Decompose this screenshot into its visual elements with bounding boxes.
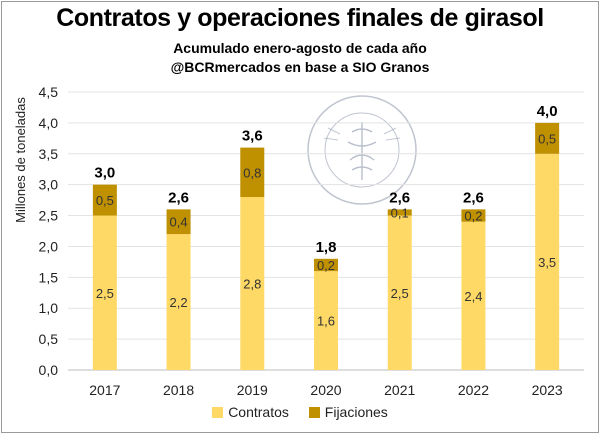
data-label-fijaciones-2021: 0,1 <box>391 205 409 220</box>
data-label-fijaciones-2018: 0,4 <box>170 215 188 230</box>
total-label-2020: 1,8 <box>316 239 337 256</box>
data-label-fijaciones-2022: 0,2 <box>464 209 482 224</box>
bar-fijaciones-2022 <box>461 209 486 222</box>
bar-contratos-2018 <box>166 234 191 370</box>
x-tick-label: 2023 <box>532 382 563 398</box>
bar-fijaciones-2018 <box>166 209 191 235</box>
total-label-2022: 2,6 <box>463 189 484 206</box>
y-tick-label: 1,5 <box>39 269 59 285</box>
y-tick-label: 4,0 <box>39 115 59 131</box>
y-tick-label: 1,0 <box>39 300 59 316</box>
legend: Contratos Fijaciones <box>0 404 600 420</box>
x-tick-label: 2021 <box>384 382 415 398</box>
total-label-2017: 3,0 <box>94 165 115 182</box>
y-tick-label: 4,5 <box>39 84 59 100</box>
bar-fijaciones-2020 <box>314 258 338 272</box>
total-label-2019: 3,6 <box>242 128 263 145</box>
chart-source: @BCRmercados en base a SIO Granos <box>170 59 430 75</box>
bar-contratos-2017 <box>92 215 117 370</box>
y-tick-label: 0,5 <box>39 331 59 347</box>
bar-contratos-2021 <box>387 215 412 370</box>
bar-contratos-2022 <box>461 221 486 370</box>
y-axis-label: Millones de toneladas <box>13 97 28 223</box>
x-tick-label: 2018 <box>163 382 194 398</box>
bar-fijaciones-2021 <box>387 209 412 216</box>
bar-fijaciones-2019 <box>240 147 265 198</box>
data-label-fijaciones-2017: 0,5 <box>96 193 114 208</box>
y-tick-label: 3,5 <box>39 146 59 162</box>
legend-swatch-contratos <box>212 407 224 418</box>
data-label-contratos-2021: 2,5 <box>391 286 409 301</box>
y-tick-label: 0,0 <box>39 362 59 378</box>
x-tick-label: 2020 <box>310 382 341 398</box>
data-label-fijaciones-2019: 0,8 <box>243 165 261 180</box>
data-label-fijaciones-2020: 0,2 <box>317 258 335 273</box>
data-label-contratos-2020: 1,6 <box>317 314 335 329</box>
data-label-contratos-2022: 2,4 <box>464 289 482 304</box>
chart-title: Contratos y operaciones finales de giras… <box>56 4 544 32</box>
y-tick-label: 2,5 <box>39 208 59 224</box>
data-label-contratos-2018: 2,2 <box>170 295 188 310</box>
bcr-seal-watermark <box>307 95 417 205</box>
bar-contratos-2023 <box>535 153 560 370</box>
data-label-contratos-2019: 2,8 <box>243 277 261 292</box>
chart-subtitle: Acumulado enero-agosto de cada año <box>173 40 427 56</box>
data-label-fijaciones-2023: 0,5 <box>538 131 556 146</box>
y-axis: 0,0 0,5 1,0 1,5 2,0 2,5 3,0 3,5 4,0 4,5 <box>39 84 59 378</box>
legend-label-fijaciones: Fijaciones <box>324 404 388 420</box>
x-tick-label: 2019 <box>237 382 268 398</box>
x-tick-label: 2017 <box>89 382 120 398</box>
y-tick-label: 3,0 <box>39 177 59 193</box>
bar-fijaciones-2017 <box>92 184 117 216</box>
total-label-2021: 2,6 <box>389 189 410 206</box>
bar-contratos-2020 <box>314 271 338 370</box>
y-tick-label: 2,0 <box>39 238 59 254</box>
total-label-2018: 2,6 <box>168 189 189 206</box>
legend-swatch-fijaciones <box>308 407 320 418</box>
bar-contratos-2019 <box>240 197 265 370</box>
legend-item-fijaciones: Fijaciones <box>308 404 388 420</box>
legend-label-contratos: Contratos <box>228 404 289 420</box>
total-label-2023: 4,0 <box>537 103 558 120</box>
data-label-contratos-2023: 3,5 <box>538 255 556 270</box>
bars-layer: 2,5 0,5 3,0 2,2 0,4 2,6 2,8 0,8 3,6 1,6 0,2 1,8 2,5 0… <box>92 103 560 370</box>
legend-item-contratos: Contratos <box>212 404 289 420</box>
data-label-contratos-2017: 2,5 <box>96 286 114 301</box>
bar-fijaciones-2023 <box>535 122 560 154</box>
x-axis: 2017 2018 2019 2020 2021 2022 2023 <box>89 382 563 398</box>
x-tick-label: 2022 <box>458 382 489 398</box>
